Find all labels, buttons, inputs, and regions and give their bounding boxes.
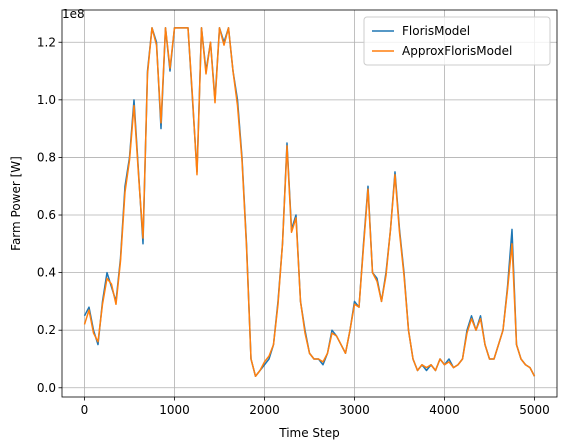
y-tick-label: 1.2	[37, 35, 56, 49]
y-tick-label: 0.2	[37, 323, 56, 337]
series-line	[83, 27, 536, 378]
y-tick-label: 0.8	[37, 150, 56, 164]
series-line	[83, 27, 536, 378]
y-tick-label: 0.0	[37, 381, 56, 395]
x-tick-label: 2000	[249, 403, 280, 417]
x-tick-label: 5000	[519, 403, 550, 417]
y-axis-label: Farm Power [W]	[9, 156, 23, 251]
y-offset-label: 1e8	[62, 7, 85, 21]
legend-box	[363, 16, 551, 66]
x-tick-label: 1000	[159, 403, 190, 417]
x-tick-label: 4000	[429, 403, 460, 417]
y-tick-label: 0.6	[37, 208, 56, 222]
x-tick-label: 3000	[339, 403, 370, 417]
y-tick-label: 0.4	[37, 266, 56, 280]
legend-label: FlorisModel	[402, 24, 470, 38]
x-axis-label: Time Step	[278, 426, 340, 440]
y-tick-label: 1.0	[37, 93, 56, 107]
x-tick-label: 0	[81, 403, 89, 417]
legend-label: ApproxFlorisModel	[402, 44, 512, 58]
axes-frame	[61, 9, 558, 398]
